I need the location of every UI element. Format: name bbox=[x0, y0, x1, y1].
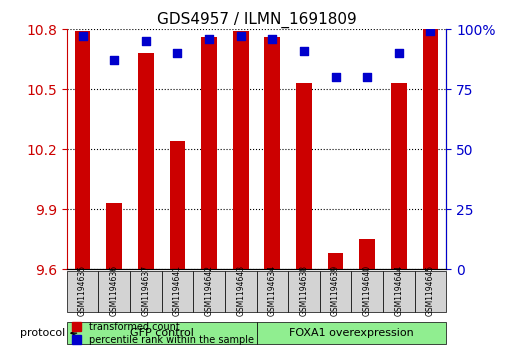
Text: GSM1194644: GSM1194644 bbox=[394, 265, 403, 317]
FancyBboxPatch shape bbox=[130, 271, 162, 311]
FancyBboxPatch shape bbox=[162, 271, 193, 311]
Point bbox=[426, 29, 435, 34]
FancyBboxPatch shape bbox=[256, 271, 288, 311]
FancyBboxPatch shape bbox=[193, 271, 225, 311]
Text: GFP control: GFP control bbox=[130, 328, 193, 338]
Point bbox=[268, 36, 277, 41]
Bar bbox=[391, 83, 407, 269]
FancyBboxPatch shape bbox=[383, 271, 415, 311]
Text: GSM1194637: GSM1194637 bbox=[141, 265, 150, 317]
Bar bbox=[328, 253, 344, 269]
Text: GSM1194636: GSM1194636 bbox=[110, 265, 119, 317]
FancyBboxPatch shape bbox=[415, 271, 446, 311]
Bar bbox=[74, 31, 90, 269]
Bar bbox=[106, 203, 122, 269]
Point bbox=[394, 50, 403, 56]
Text: GSM1194640: GSM1194640 bbox=[363, 265, 372, 317]
Bar bbox=[423, 29, 439, 269]
FancyBboxPatch shape bbox=[67, 271, 98, 311]
FancyBboxPatch shape bbox=[225, 271, 256, 311]
Point bbox=[363, 74, 371, 80]
Text: GSM1194641: GSM1194641 bbox=[173, 265, 182, 317]
Bar bbox=[201, 37, 217, 269]
Point bbox=[78, 33, 87, 39]
Bar bbox=[264, 37, 280, 269]
Text: GSM1194645: GSM1194645 bbox=[426, 265, 435, 317]
FancyBboxPatch shape bbox=[288, 271, 320, 311]
Bar bbox=[233, 31, 249, 269]
Legend: transformed count, percentile rank within the sample: transformed count, percentile rank withi… bbox=[71, 322, 254, 345]
Text: GSM1194635: GSM1194635 bbox=[78, 265, 87, 317]
Point bbox=[173, 50, 182, 56]
Text: GSM1194634: GSM1194634 bbox=[268, 265, 277, 317]
FancyBboxPatch shape bbox=[67, 322, 256, 344]
Text: GSM1194638: GSM1194638 bbox=[300, 265, 308, 317]
FancyBboxPatch shape bbox=[320, 271, 351, 311]
FancyBboxPatch shape bbox=[351, 271, 383, 311]
Bar bbox=[359, 239, 375, 269]
FancyBboxPatch shape bbox=[256, 322, 446, 344]
Text: GSM1194642: GSM1194642 bbox=[205, 265, 213, 317]
Bar bbox=[296, 83, 312, 269]
Text: FOXA1 overexpression: FOXA1 overexpression bbox=[289, 328, 414, 338]
Title: GDS4957 / ILMN_1691809: GDS4957 / ILMN_1691809 bbox=[156, 12, 357, 28]
Text: GSM1194643: GSM1194643 bbox=[236, 265, 245, 317]
Point bbox=[142, 38, 150, 44]
Point bbox=[300, 48, 308, 54]
Bar bbox=[169, 141, 185, 269]
Point bbox=[205, 36, 213, 41]
Text: GSM1194639: GSM1194639 bbox=[331, 265, 340, 317]
Text: protocol: protocol bbox=[20, 328, 65, 338]
Bar bbox=[138, 53, 154, 269]
Point bbox=[236, 33, 245, 39]
FancyBboxPatch shape bbox=[98, 271, 130, 311]
Point bbox=[331, 74, 340, 80]
Point bbox=[110, 57, 118, 63]
